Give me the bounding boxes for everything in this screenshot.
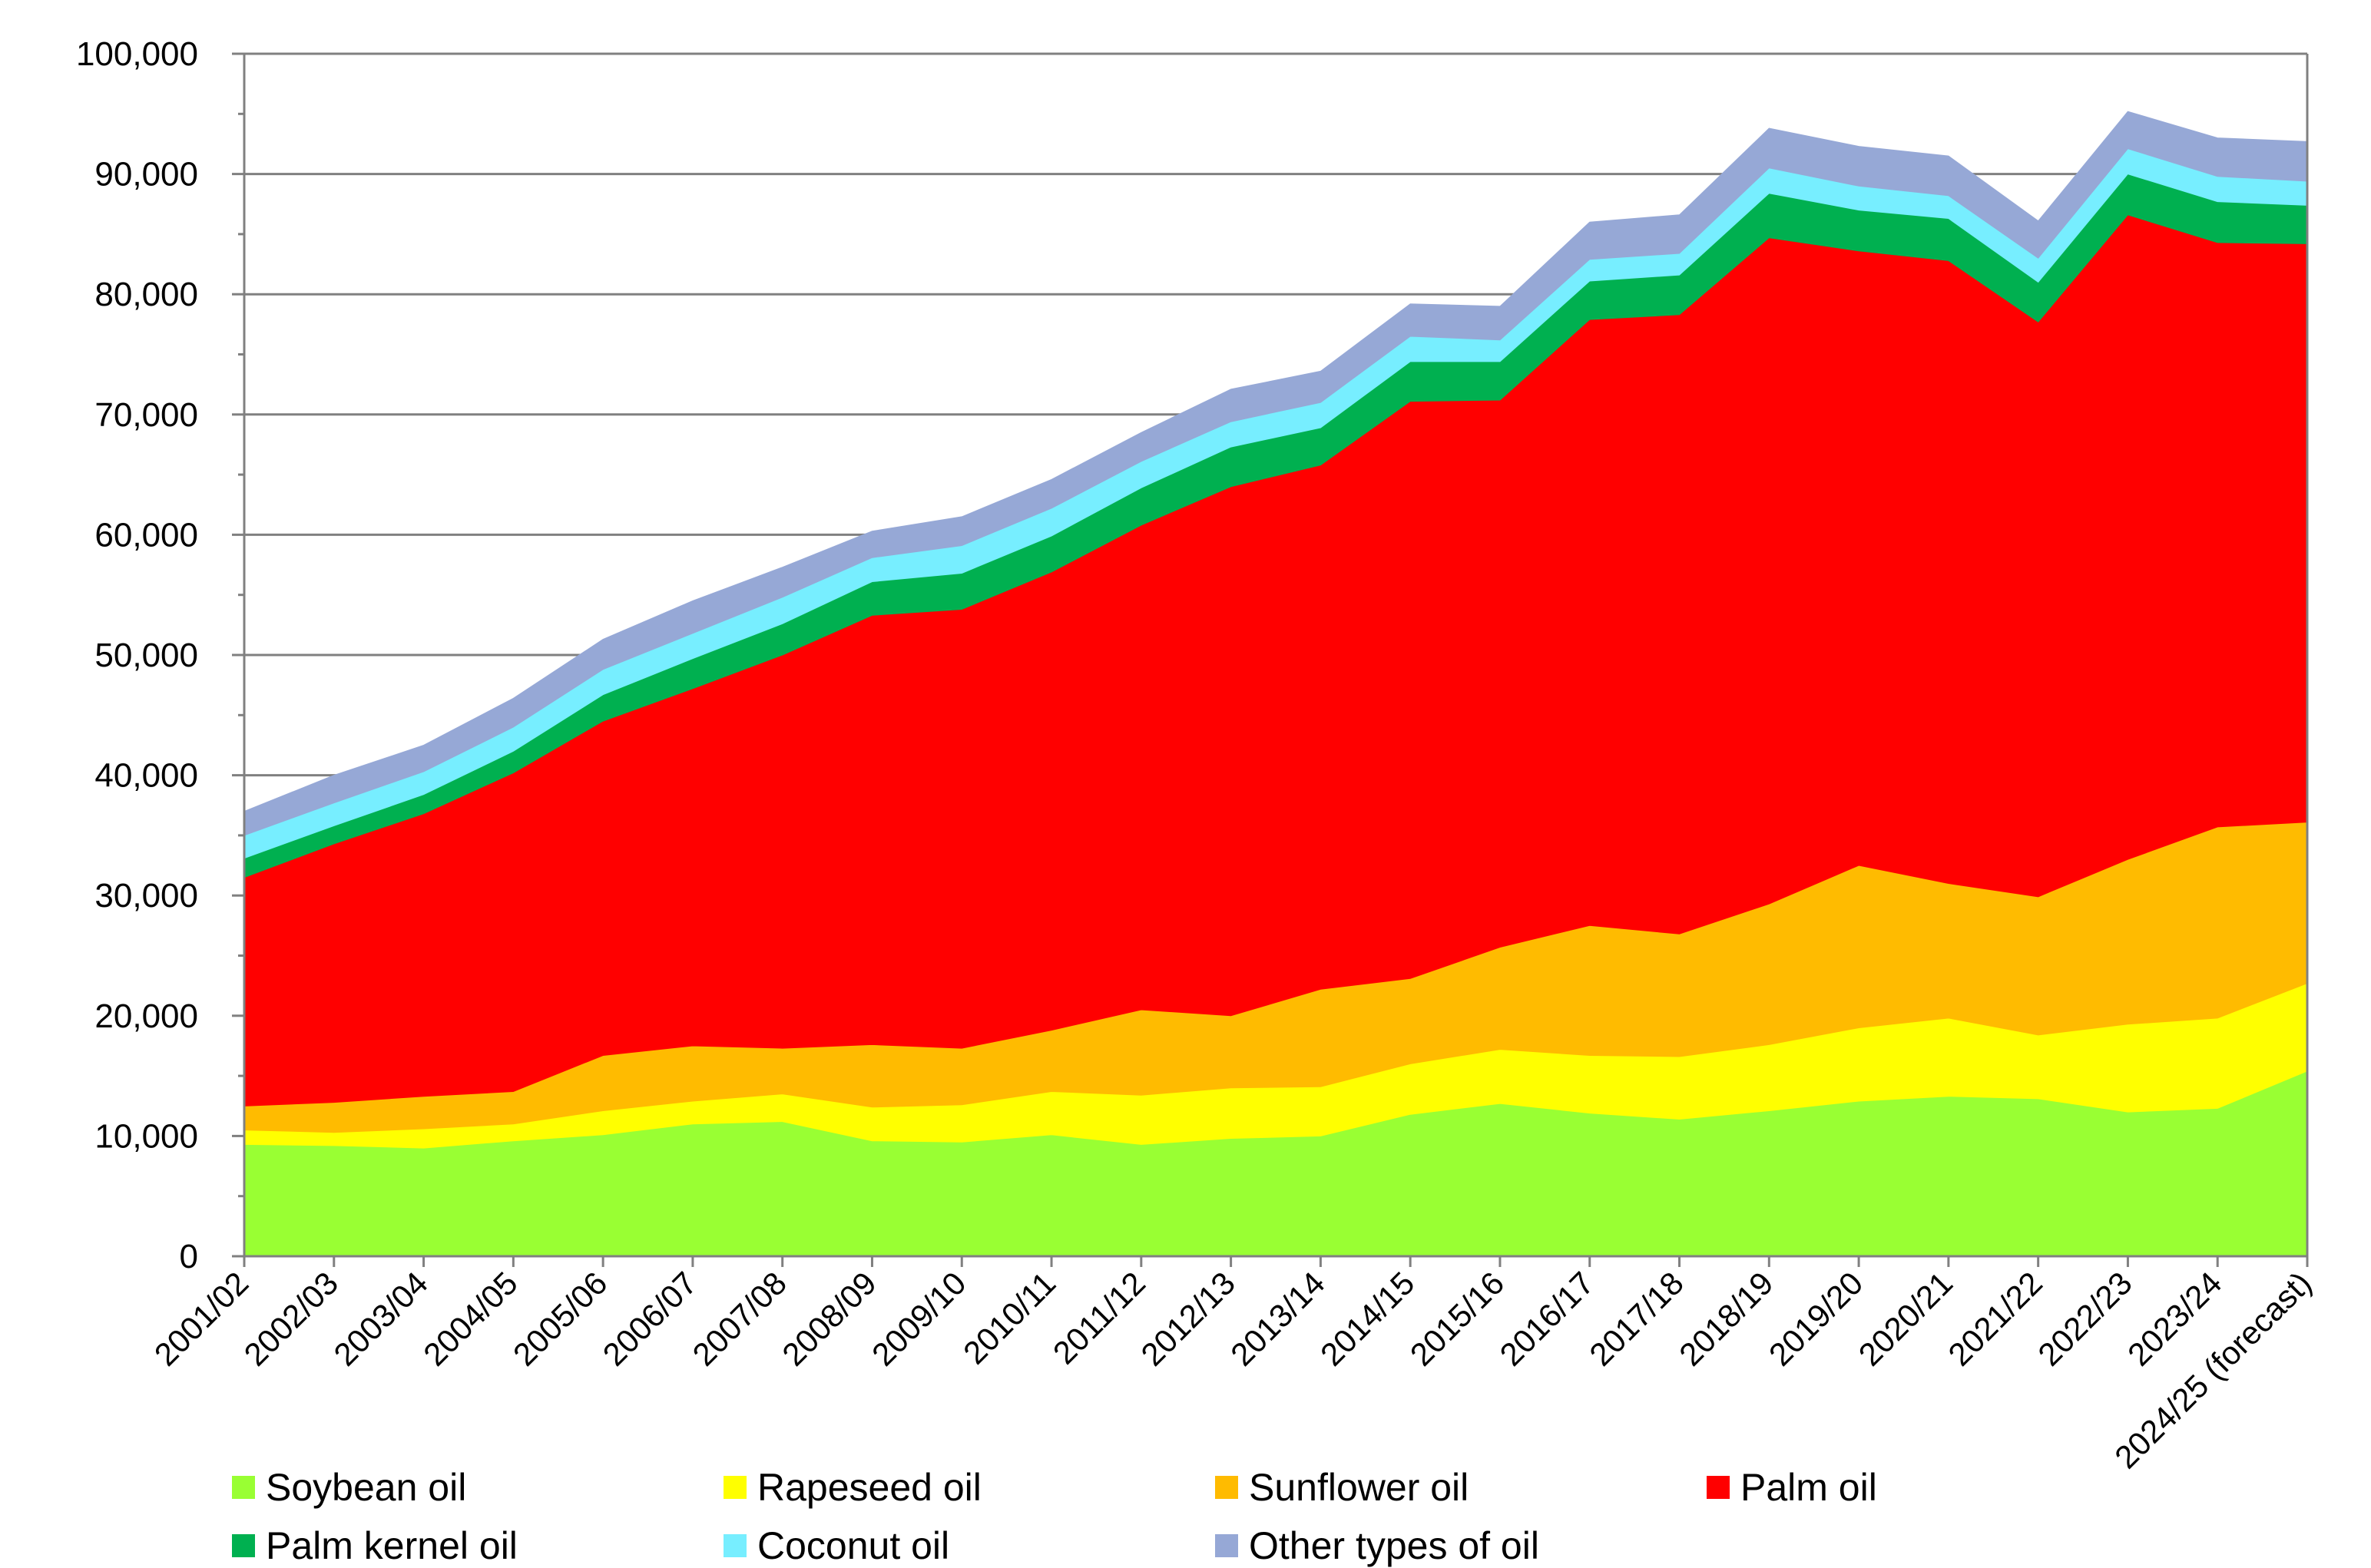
y-tick-label: 0 bbox=[180, 1238, 198, 1275]
y-tick-label: 10,000 bbox=[94, 1117, 198, 1155]
y-tick-labels: 0 10,000 20,000 30,000 40,000 50,000 60,000 70,… bbox=[76, 35, 198, 1275]
x-tick-label: 2016/17 bbox=[1493, 1265, 1601, 1373]
y-tick-label: 100,000 bbox=[76, 35, 198, 73]
x-tick-label: 2011/12 bbox=[1046, 1265, 1152, 1371]
x-tick-label: 2012/13 bbox=[1134, 1265, 1242, 1373]
x-tick-label: 2007/08 bbox=[685, 1265, 793, 1373]
x-tick-label: 2019/20 bbox=[1762, 1265, 1870, 1373]
y-tick-label: 50,000 bbox=[94, 637, 198, 674]
x-tick-label: 2001/02 bbox=[147, 1265, 256, 1373]
x-tick-label: 2022/23 bbox=[2031, 1265, 2139, 1373]
y-tick-label: 30,000 bbox=[94, 877, 198, 915]
y-tick-label: 20,000 bbox=[94, 997, 198, 1035]
x-tick-label: 2010/11 bbox=[956, 1265, 1062, 1371]
x-tick-label: 2009/10 bbox=[865, 1265, 973, 1373]
x-tick-label: 2017/18 bbox=[1582, 1265, 1690, 1373]
axes bbox=[232, 52, 2309, 1267]
x-tick-label: 2014/15 bbox=[1313, 1265, 1422, 1373]
x-tick-labels: 2001/022002/032003/042004/052005/062006/… bbox=[147, 1265, 2319, 1475]
x-tick-label: 2008/09 bbox=[775, 1265, 883, 1373]
y-tick-label: 80,000 bbox=[94, 276, 198, 313]
x-tick-label: 2004/05 bbox=[416, 1265, 525, 1373]
x-tick-label: 2006/07 bbox=[596, 1265, 704, 1373]
y-tick-label: 60,000 bbox=[94, 516, 198, 554]
x-tick-label: 2002/03 bbox=[237, 1265, 346, 1373]
x-tick-label: 2018/19 bbox=[1672, 1265, 1780, 1373]
y-tick-label: 70,000 bbox=[94, 396, 198, 434]
x-tick-label: 2013/14 bbox=[1224, 1265, 1332, 1373]
y-tick-label: 90,000 bbox=[94, 156, 198, 194]
area-series bbox=[243, 111, 2308, 1257]
x-tick-label: 2020/21 bbox=[1852, 1265, 1960, 1373]
x-tick-label: 2021/22 bbox=[1941, 1265, 2049, 1373]
y-tick-label: 40,000 bbox=[94, 757, 198, 795]
x-tick-label: 2003/04 bbox=[326, 1265, 435, 1373]
x-tick-label: 2015/16 bbox=[1403, 1265, 1512, 1373]
x-tick-label: 2005/06 bbox=[506, 1265, 614, 1373]
